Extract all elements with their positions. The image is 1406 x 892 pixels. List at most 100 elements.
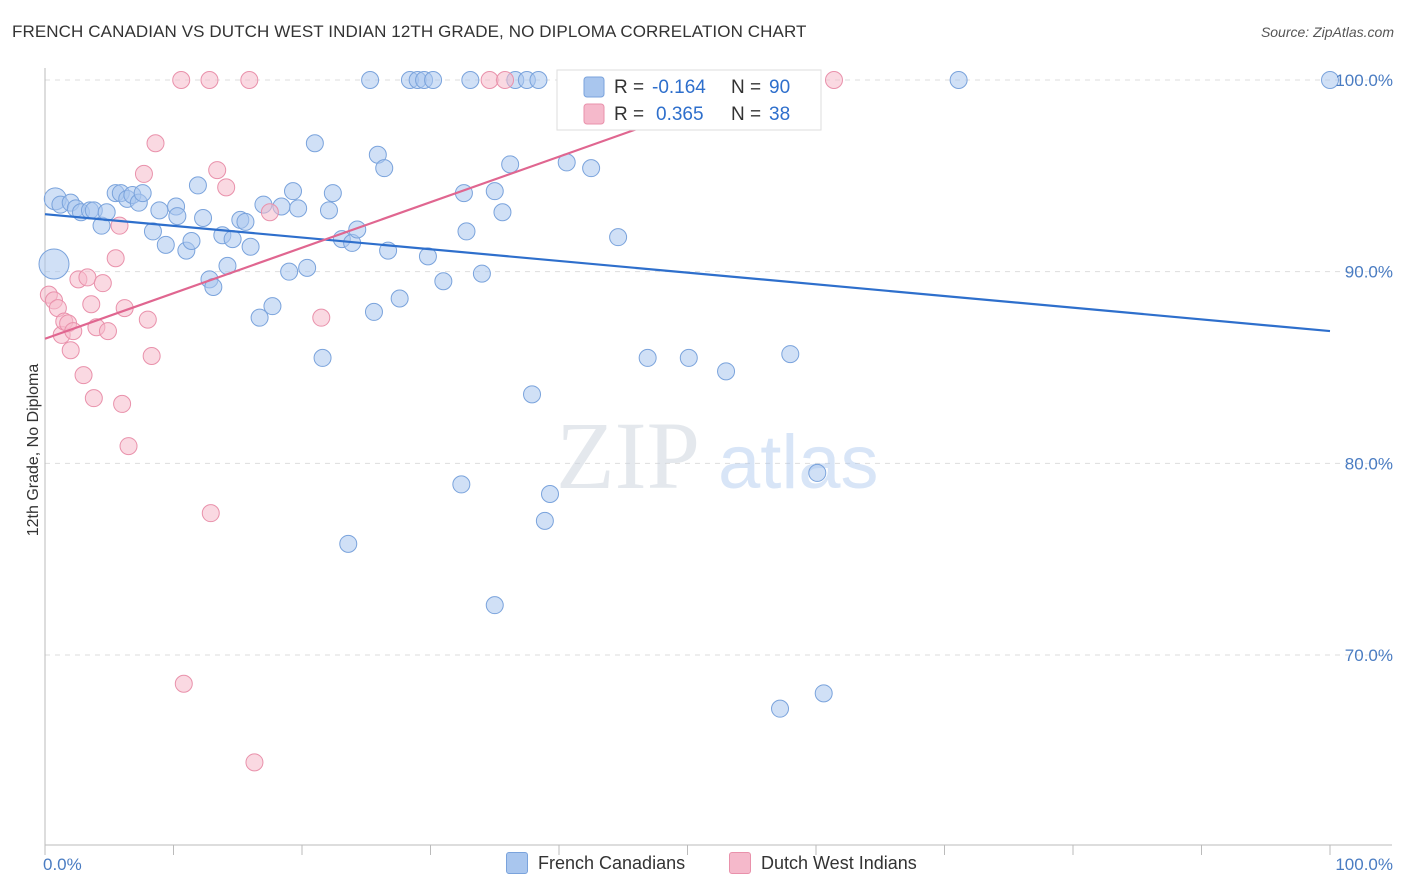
point-blue-54 xyxy=(390,289,409,308)
point-blue-84 xyxy=(781,345,800,364)
point-blue-79 xyxy=(638,348,657,367)
point-blue-20 xyxy=(168,207,187,226)
point-blue-41 xyxy=(305,134,324,153)
point-blue-75 xyxy=(541,485,560,503)
y-axis-label: 12th Grade, No Diploma xyxy=(25,364,42,537)
point-blue-23 xyxy=(188,176,207,195)
point-blue-50 xyxy=(364,302,383,321)
point-pink-35 xyxy=(480,71,499,89)
point-blue-86 xyxy=(814,684,833,703)
legend-n-label-blue: N = xyxy=(731,77,761,98)
legend-label-french-canadians: French Canadians xyxy=(538,852,686,873)
legend-swatch-french-canadians xyxy=(506,852,528,874)
point-blue-87 xyxy=(949,71,968,89)
point-pink-34 xyxy=(312,308,331,327)
point-pink-16 xyxy=(106,249,125,268)
point-blue-31 xyxy=(236,212,255,231)
point-blue-66 xyxy=(485,596,504,615)
point-blue-63 xyxy=(457,222,476,241)
correlation-legend: R = -0.164 N = 90 R = 0.365 N = 38 xyxy=(556,69,822,131)
legend-r-value-pink: 0.365 xyxy=(656,104,704,125)
grid-layer xyxy=(45,79,1392,656)
point-blue-60 xyxy=(434,272,453,291)
point-blue-48 xyxy=(348,220,367,239)
point-blue-17 xyxy=(150,201,169,220)
point-pink-24 xyxy=(146,134,165,153)
point-pink-23 xyxy=(142,347,161,365)
point-blue-43 xyxy=(319,201,338,220)
point-blue-46 xyxy=(339,534,358,553)
point-blue-40 xyxy=(298,258,317,277)
point-pink-9 xyxy=(74,366,93,385)
legend-swatch-blue xyxy=(583,76,605,98)
point-blue-0 xyxy=(38,248,70,280)
point-pink-10 xyxy=(78,268,97,287)
point-pink-30 xyxy=(217,178,236,197)
x-tick-label-0: 0.0% xyxy=(43,855,82,874)
point-blue-81 xyxy=(679,348,698,367)
point-blue-32 xyxy=(241,237,260,256)
point-blue-49 xyxy=(361,71,380,89)
tick-labels: 70.0% 80.0% 90.0% 100.0% 0.0% 100.0% xyxy=(43,71,1393,874)
point-blue-83 xyxy=(771,699,790,718)
y-tick-label-1: 80.0% xyxy=(1345,454,1393,473)
x-tick-label-1: 100.0% xyxy=(1335,855,1393,874)
point-pink-21 xyxy=(134,164,153,183)
point-pink-12 xyxy=(84,389,103,408)
point-blue-69 xyxy=(501,155,520,174)
point-blue-88 xyxy=(1321,71,1339,89)
y-tick-label-0: 70.0% xyxy=(1345,646,1393,665)
point-pink-33 xyxy=(260,203,279,222)
point-blue-58 xyxy=(418,247,437,266)
legend-swatch-dutch-west-indians xyxy=(729,852,751,874)
point-pink-32 xyxy=(245,753,264,772)
legend-r-label-pink: R = xyxy=(614,104,644,125)
point-blue-52 xyxy=(375,159,394,178)
point-pink-29 xyxy=(208,161,227,180)
legend-label-dutch-west-indians: Dutch West Indians xyxy=(761,852,917,873)
y-tick-label-2: 90.0% xyxy=(1345,263,1393,282)
point-blue-85 xyxy=(808,463,827,482)
legend-swatch-pink xyxy=(583,103,605,125)
point-pink-25 xyxy=(172,71,191,89)
source-label: Source: ZipAtlas.com xyxy=(1260,24,1394,40)
legend-n-value-pink: 38 xyxy=(769,104,790,125)
legend-n-value-blue: 90 xyxy=(769,77,790,98)
bottom-legend-dutch-west-indians: Dutch West Indians xyxy=(729,852,917,874)
chart-title: FRENCH CANADIAN VS DUTCH WEST INDIAN 12T… xyxy=(12,22,807,41)
watermark: ZIP atlas xyxy=(556,402,879,509)
point-blue-44 xyxy=(323,184,342,203)
point-blue-67 xyxy=(485,182,504,201)
point-blue-61 xyxy=(452,475,471,494)
legend-n-label-pink: N = xyxy=(731,104,761,125)
point-blue-33 xyxy=(250,308,269,327)
point-blue-24 xyxy=(194,209,213,227)
point-blue-38 xyxy=(284,182,303,201)
point-blue-37 xyxy=(280,262,299,281)
point-blue-35 xyxy=(263,297,282,316)
point-pink-27 xyxy=(200,71,219,89)
point-pink-18 xyxy=(113,394,132,413)
point-blue-73 xyxy=(529,71,548,89)
point-blue-29 xyxy=(223,230,242,249)
point-blue-72 xyxy=(523,385,542,404)
point-blue-77 xyxy=(582,159,601,178)
point-pink-36 xyxy=(496,71,515,89)
point-pink-31 xyxy=(240,71,259,89)
point-blue-78 xyxy=(609,228,628,247)
point-blue-18 xyxy=(156,235,175,254)
point-blue-39 xyxy=(289,199,308,218)
point-blue-22 xyxy=(182,232,201,250)
point-blue-68 xyxy=(493,203,512,222)
point-blue-82 xyxy=(717,362,736,381)
point-pink-14 xyxy=(93,274,112,293)
bottom-legend-french-canadians: French Canadians xyxy=(506,852,685,874)
point-pink-26 xyxy=(174,674,193,693)
point-blue-74 xyxy=(535,511,554,530)
points-layer xyxy=(38,71,1339,772)
point-pink-6 xyxy=(61,341,80,360)
point-pink-37 xyxy=(824,71,843,89)
trend-line-blue xyxy=(44,213,1331,333)
point-pink-11 xyxy=(82,295,101,314)
